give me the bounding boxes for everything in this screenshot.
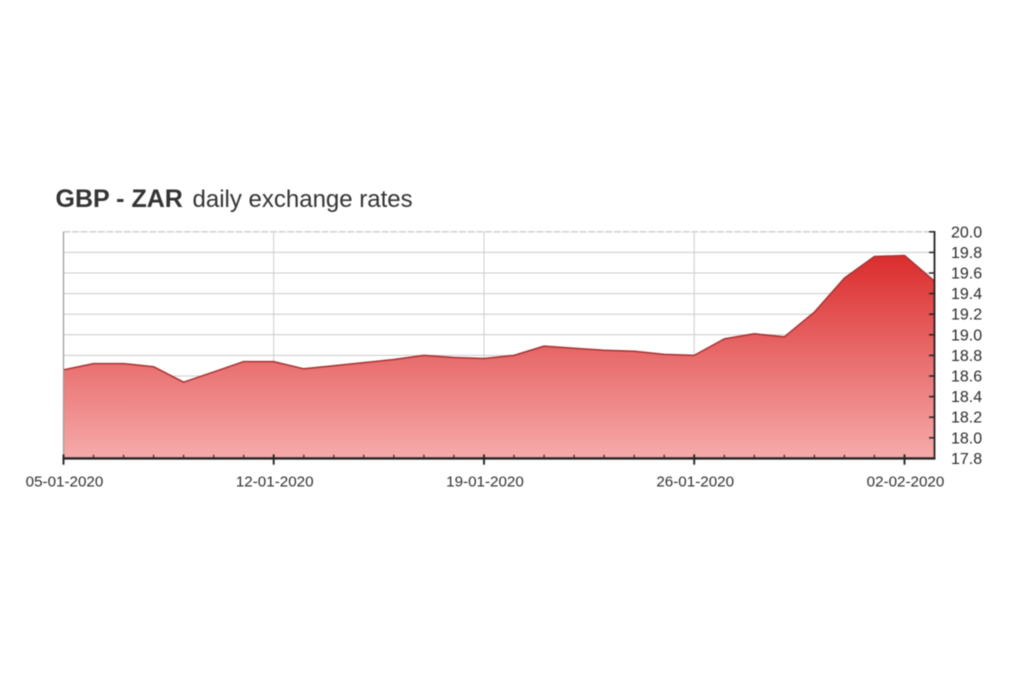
svg-text:18.8: 18.8 <box>951 348 982 365</box>
svg-text:18.4: 18.4 <box>951 389 982 406</box>
svg-text:17.8: 17.8 <box>951 451 982 468</box>
svg-text:GBP - ZAR daily exchange rates: GBP - ZAR daily exchange rates <box>56 185 413 213</box>
svg-text:12-01-2020: 12-01-2020 <box>236 474 314 491</box>
svg-text:19.2: 19.2 <box>951 307 982 324</box>
svg-text:19.0: 19.0 <box>951 327 982 344</box>
svg-text:26-01-2020: 26-01-2020 <box>656 474 734 491</box>
svg-text:19.6: 19.6 <box>951 266 982 283</box>
svg-text:19.8: 19.8 <box>951 245 982 262</box>
svg-text:18.2: 18.2 <box>951 410 982 427</box>
svg-text:02-02-2020: 02-02-2020 <box>867 474 945 491</box>
svg-text:18.0: 18.0 <box>951 430 982 447</box>
svg-text:19.4: 19.4 <box>951 286 982 303</box>
svg-text:19-01-2020: 19-01-2020 <box>446 474 524 491</box>
svg-text:05-01-2020: 05-01-2020 <box>26 474 104 491</box>
svg-text:18.6: 18.6 <box>951 369 982 386</box>
svg-text:20.0: 20.0 <box>951 224 982 241</box>
